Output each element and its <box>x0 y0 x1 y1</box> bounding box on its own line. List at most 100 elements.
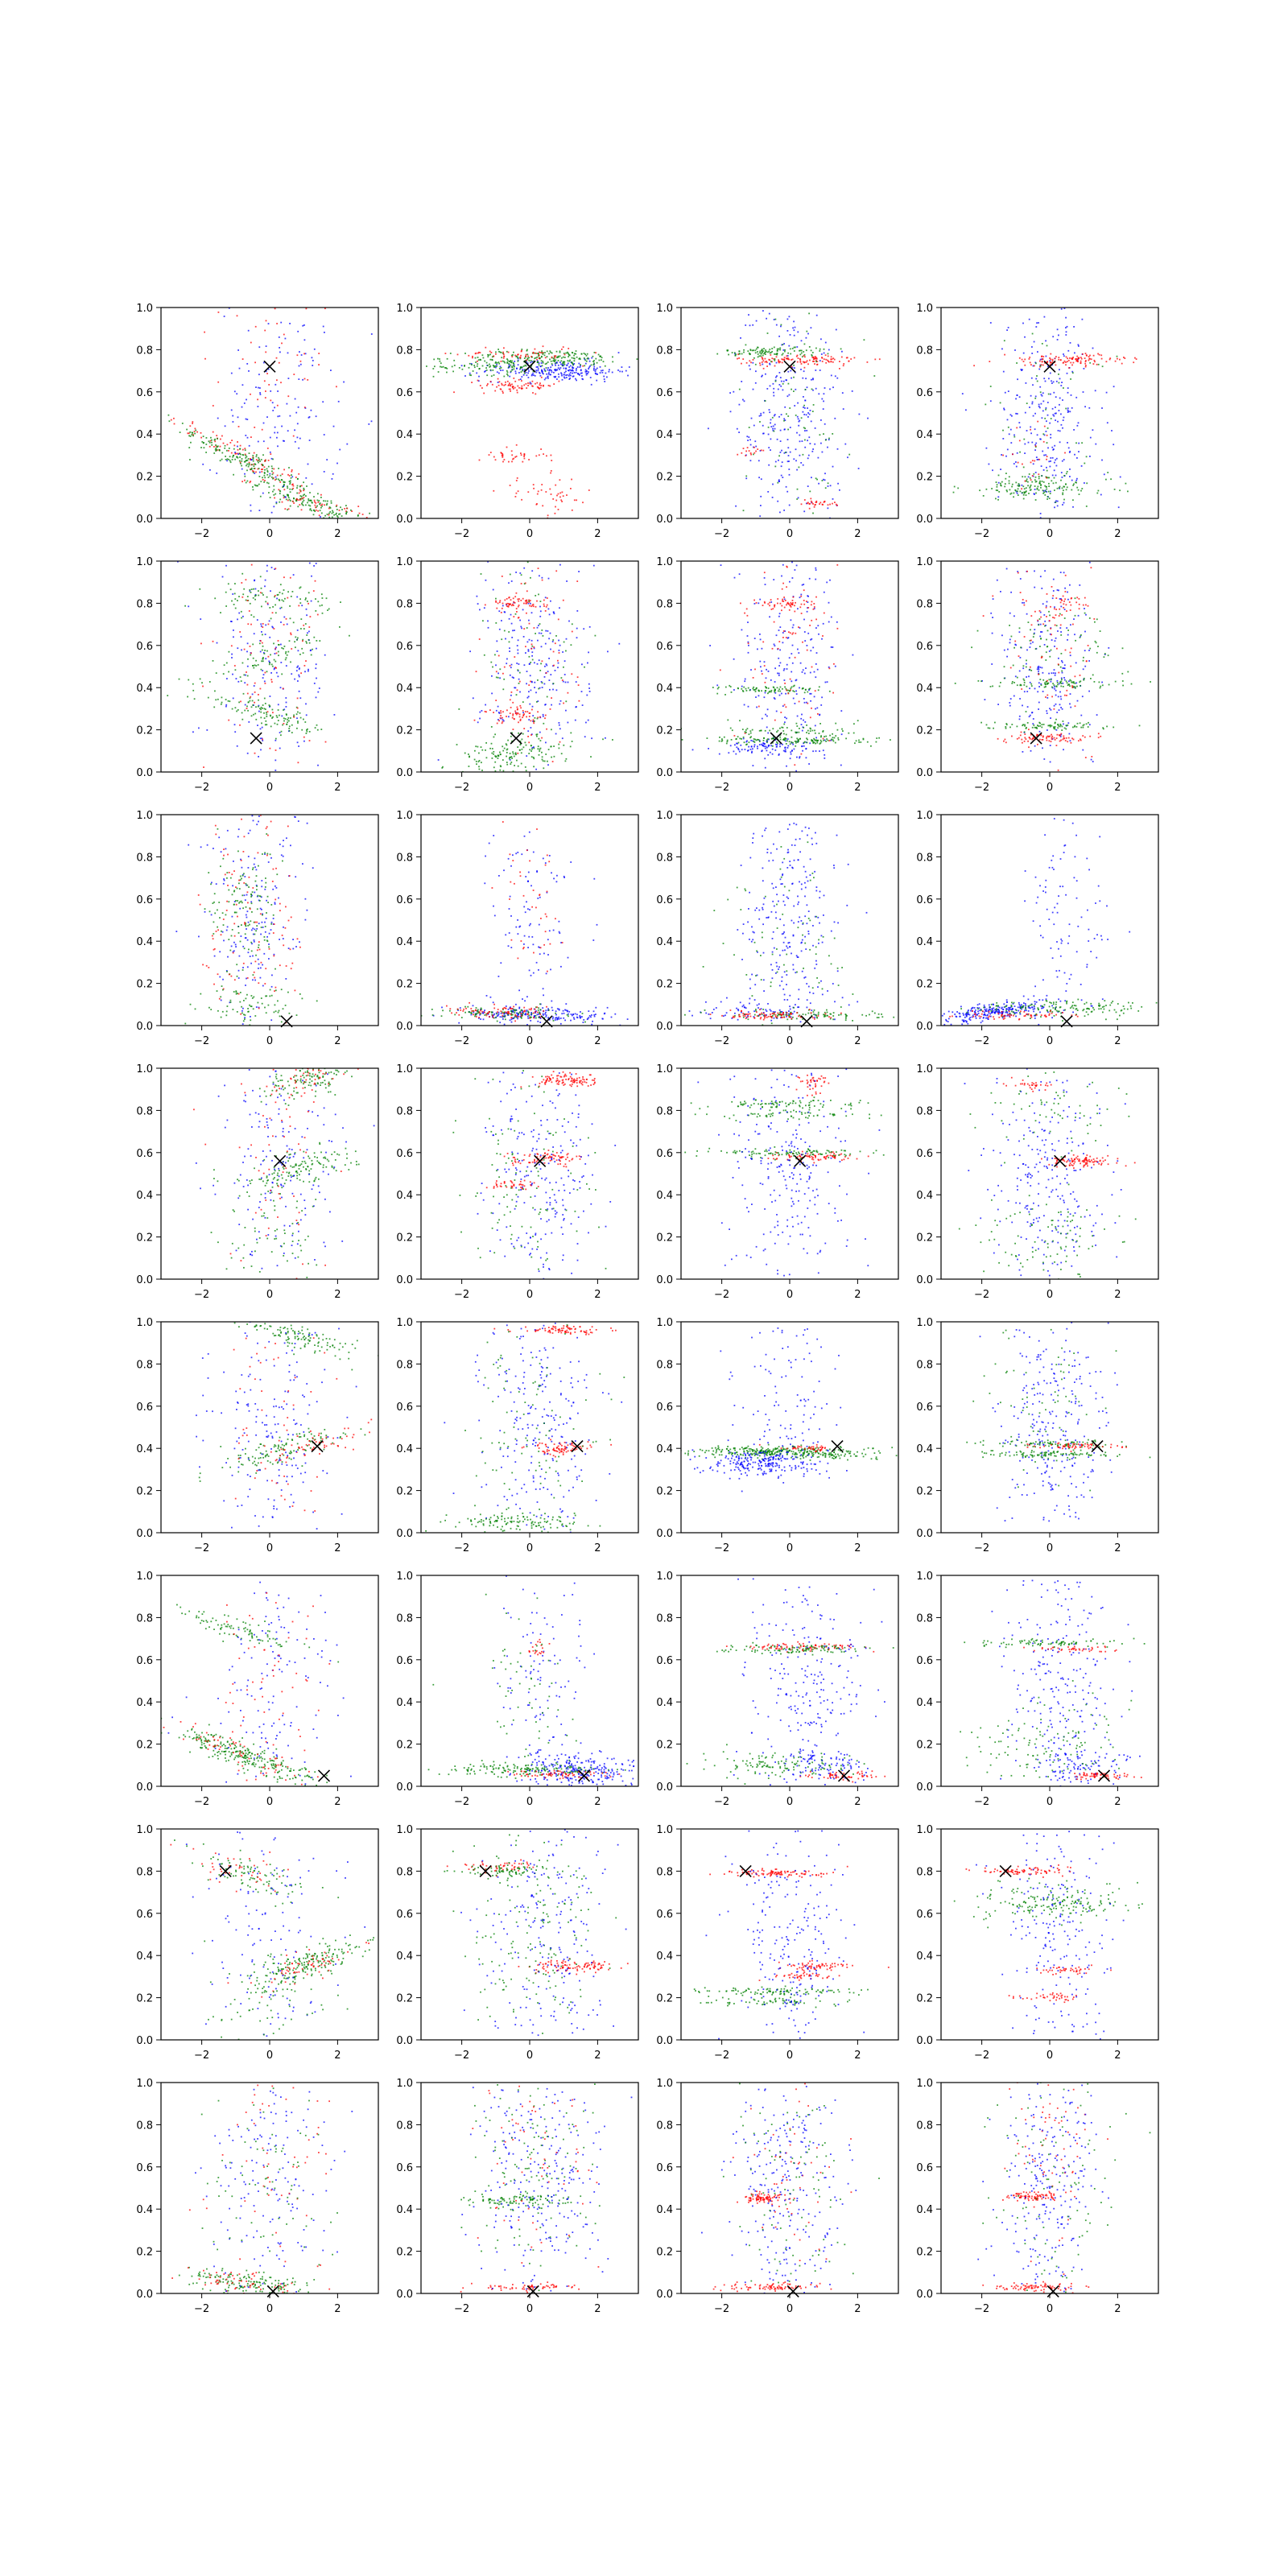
point-blue <box>1046 414 1049 416</box>
point-blue <box>617 369 619 371</box>
scatter-points <box>167 308 373 518</box>
point-green <box>814 729 815 732</box>
point-blue <box>1052 448 1055 451</box>
point-blue <box>747 641 749 643</box>
point-blue <box>517 364 519 366</box>
point-red <box>361 514 364 515</box>
point-blue <box>1034 395 1037 398</box>
point-blue <box>1056 505 1059 507</box>
point-red <box>528 716 530 717</box>
point-blue <box>1031 441 1034 444</box>
point-green <box>575 353 577 355</box>
point-green <box>780 324 782 326</box>
point-red <box>520 600 522 601</box>
point-blue <box>1062 682 1064 684</box>
scatter-points <box>954 561 1151 771</box>
point-red <box>555 570 558 572</box>
point-blue <box>527 650 530 652</box>
point-red <box>523 454 526 456</box>
point-green <box>546 356 548 357</box>
point-blue <box>746 436 749 438</box>
point-red <box>500 361 502 362</box>
point-blue <box>604 381 606 382</box>
point-blue <box>1017 571 1019 572</box>
point-red <box>278 361 280 364</box>
point-blue <box>1055 407 1056 408</box>
point-red <box>516 611 518 613</box>
point-green <box>808 346 811 348</box>
point-green <box>270 663 273 666</box>
point-green <box>541 751 543 753</box>
cluster-red <box>453 376 560 395</box>
point-blue <box>737 742 738 745</box>
point-green <box>572 364 574 366</box>
point-blue <box>1004 391 1006 394</box>
point-red <box>823 358 825 361</box>
point-green <box>853 723 855 725</box>
point-red <box>503 355 506 357</box>
point-blue <box>318 687 320 689</box>
point-green <box>746 728 749 730</box>
point-green <box>340 506 341 509</box>
point-green <box>308 642 311 644</box>
point-green <box>774 688 776 690</box>
point-green <box>477 357 479 358</box>
point-green <box>778 455 780 457</box>
point-green <box>536 717 539 720</box>
point-blue <box>1053 469 1055 472</box>
point-blue <box>585 372 588 374</box>
point-blue <box>771 753 774 755</box>
point-blue <box>1039 358 1042 361</box>
point-green <box>1044 494 1046 496</box>
point-green <box>854 742 856 745</box>
point-red <box>813 606 815 608</box>
point-blue <box>568 366 571 368</box>
point-blue <box>552 665 554 667</box>
point-red <box>357 506 360 507</box>
point-blue <box>814 443 816 445</box>
point-blue <box>527 377 530 378</box>
point-green <box>812 404 815 406</box>
point-blue <box>753 424 755 427</box>
point-green <box>597 353 600 356</box>
point-blue <box>755 320 758 322</box>
point-green <box>306 485 308 487</box>
point-red <box>528 684 530 686</box>
point-green <box>572 357 575 359</box>
point-red <box>788 358 790 361</box>
point-red <box>506 446 508 448</box>
point-green <box>1097 489 1100 492</box>
point-green <box>275 660 277 663</box>
point-red <box>815 357 817 360</box>
point-blue <box>298 675 300 678</box>
point-red <box>188 432 190 435</box>
point-red <box>258 694 259 696</box>
point-blue <box>810 638 811 641</box>
point-green <box>477 761 480 763</box>
point-green <box>246 705 248 708</box>
point-blue <box>1059 627 1062 629</box>
point-green <box>564 357 566 358</box>
point-green <box>772 737 774 740</box>
point-red <box>813 603 815 605</box>
point-blue <box>263 680 266 683</box>
point-red <box>1039 365 1041 368</box>
point-blue <box>313 565 315 567</box>
point-red <box>563 702 564 704</box>
point-red <box>763 601 766 603</box>
point-blue <box>304 353 307 355</box>
point-green <box>1047 490 1050 493</box>
point-blue <box>795 388 797 390</box>
point-blue <box>749 439 751 441</box>
point-blue <box>509 650 510 652</box>
point-green <box>757 351 758 353</box>
point-red <box>526 601 529 604</box>
point-blue <box>1002 438 1005 440</box>
point-red <box>503 384 506 386</box>
point-blue <box>1060 423 1063 426</box>
point-green <box>284 597 286 600</box>
point-blue <box>479 717 481 720</box>
point-blue <box>228 308 230 309</box>
point-red <box>835 503 837 506</box>
point-red <box>1096 363 1098 365</box>
